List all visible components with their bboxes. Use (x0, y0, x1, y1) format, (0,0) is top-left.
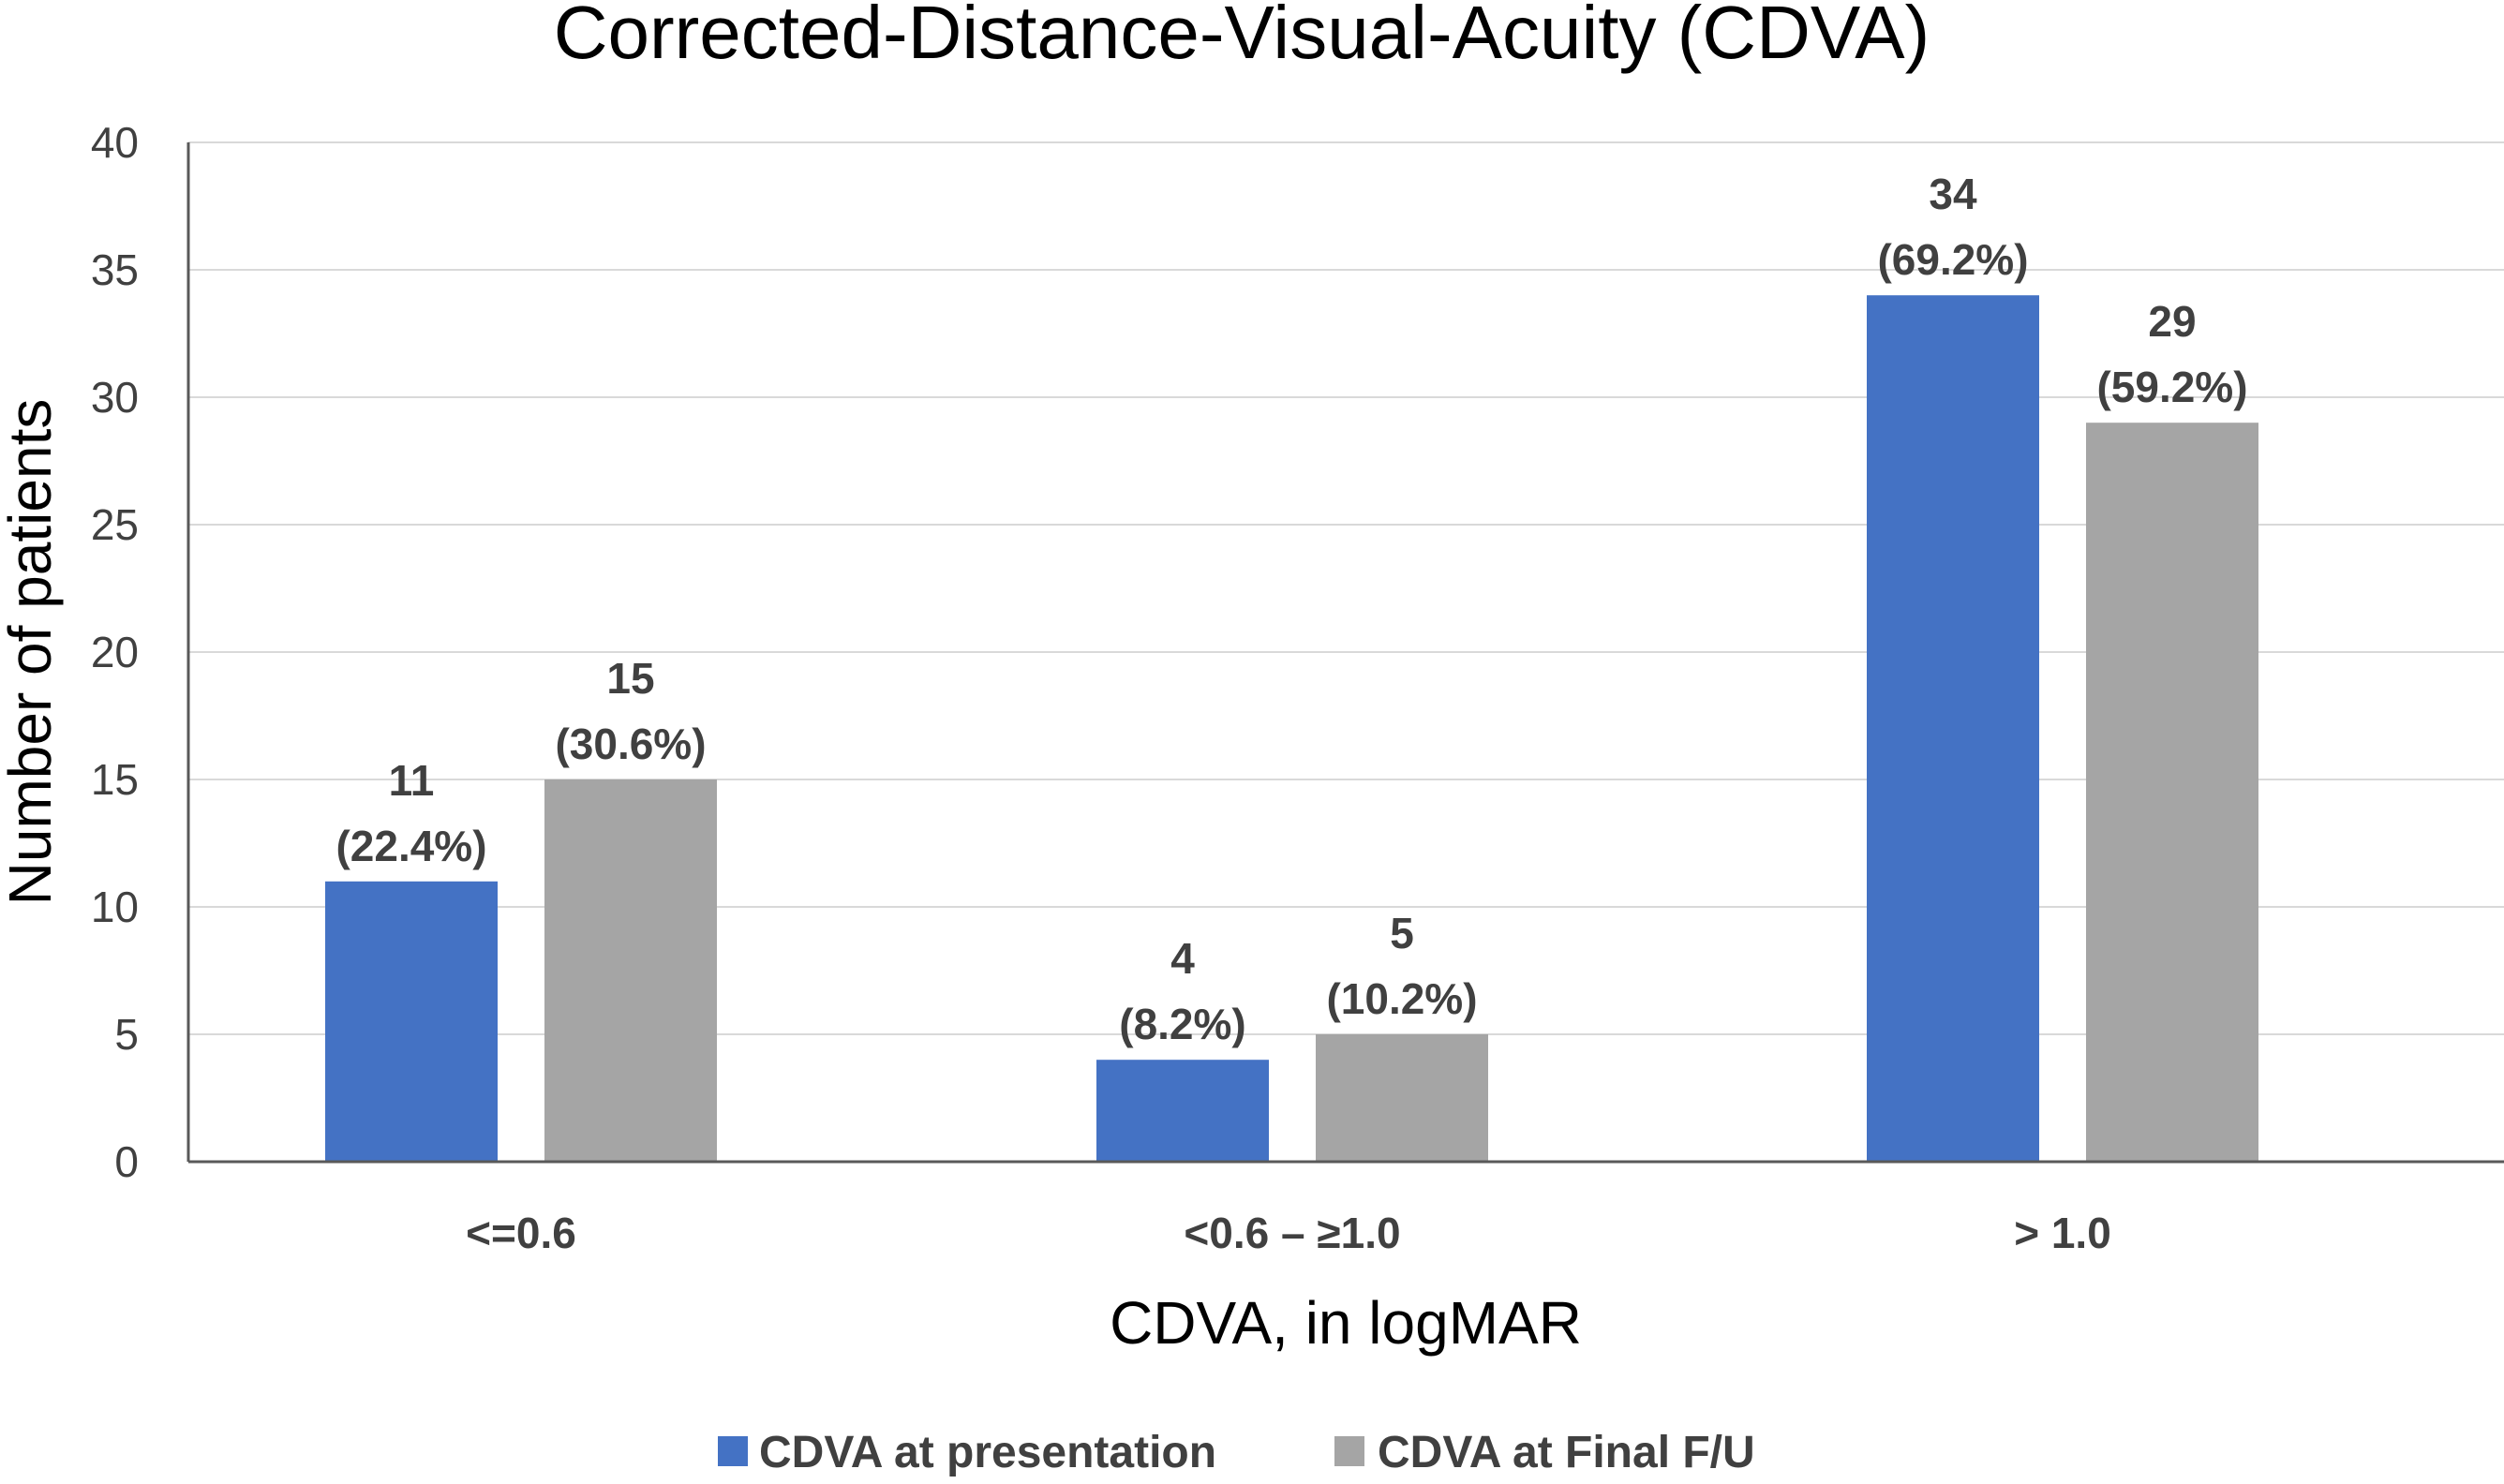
chart-title: Corrected-Distance-Visual-Acuity (CDVA) (554, 0, 1930, 74)
x-axis-title: CDVA, in logMAR (1110, 1289, 1582, 1357)
data-label-value: 29 (2148, 297, 2196, 346)
x-axis-ticks: <=0.6 <0.6 – ≥1.0 > 1.0 (466, 1209, 2111, 1257)
data-label-value: 15 (606, 654, 654, 703)
data-label-value: 5 (1390, 909, 1414, 957)
data-label-percent: (30.6%) (555, 720, 706, 768)
y-tick-label: 25 (91, 500, 139, 549)
y-axis-title: Number of patients (0, 399, 64, 906)
legend-swatch-series2 (1334, 1436, 1364, 1466)
y-tick-label: 35 (91, 245, 139, 294)
legend-label: CDVA at Final F/U (1378, 1428, 1755, 1477)
y-tick-label: 30 (91, 373, 139, 422)
bar-series2-cat3 (2086, 423, 2258, 1162)
y-tick-label: 15 (91, 755, 139, 804)
data-label-value: 4 (1170, 934, 1195, 983)
data-label-value: 34 (1929, 170, 1977, 218)
x-tick-label: <0.6 – ≥1.0 (1184, 1209, 1400, 1257)
bars (325, 295, 2258, 1162)
bar-series1-cat2 (1096, 1060, 1269, 1162)
y-tick-label: 0 (114, 1137, 139, 1186)
data-label-percent: (8.2%) (1119, 1000, 1245, 1048)
data-label-percent: (69.2%) (1877, 235, 2028, 284)
data-label-value: 11 (389, 756, 435, 805)
bar-series1-cat3 (1867, 295, 2039, 1162)
data-labels: 11 (22.4%) 15 (30.6%) 4 (8.2%) 5 (10.2%) 34 (69.2… (335, 170, 2247, 1048)
y-tick-label: 40 (91, 118, 139, 167)
x-tick-label: > 1.0 (2014, 1209, 2111, 1257)
legend-swatch-series1 (718, 1436, 748, 1466)
data-label-percent: (10.2%) (1326, 974, 1477, 1023)
bar-series1-cat1 (325, 881, 498, 1162)
legend: CDVA at presentation CDVA at Final F/U (718, 1428, 1755, 1477)
y-tick-label: 5 (114, 1010, 139, 1059)
x-tick-label: <=0.6 (466, 1209, 576, 1257)
legend-label: CDVA at presentation (759, 1428, 1216, 1477)
bar-series2-cat2 (1316, 1034, 1488, 1162)
y-axis-ticks: 0 5 10 15 20 25 30 35 40 (91, 118, 139, 1186)
y-tick-label: 10 (91, 883, 139, 931)
data-label-percent: (59.2%) (2096, 363, 2247, 411)
bar-series2-cat1 (544, 779, 717, 1162)
y-tick-label: 20 (91, 628, 139, 676)
data-label-percent: (22.4%) (335, 822, 486, 870)
